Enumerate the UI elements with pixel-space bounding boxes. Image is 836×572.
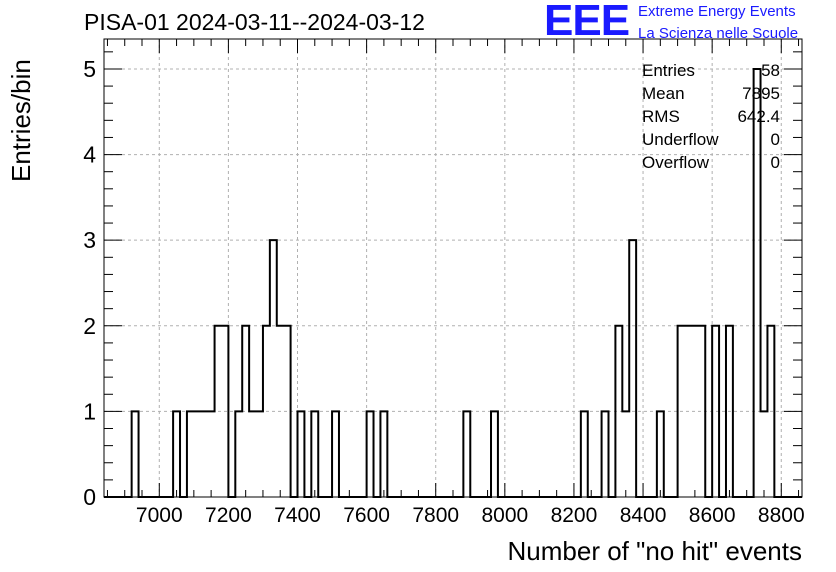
stat-value: 58: [761, 61, 780, 80]
stat-row-rms: RMS 642.4: [642, 105, 780, 128]
stat-row-entries: Entries 58: [642, 59, 780, 82]
stat-label: Overflow: [642, 153, 710, 172]
histogram-bin: [298, 411, 305, 497]
eee-logo: EEE: [544, 0, 630, 45]
histogram-bin: [332, 411, 339, 497]
histogram-bin: [761, 411, 768, 497]
stats-box: Entries 58 Mean 7895 RMS 642.4 Underflow…: [642, 59, 780, 174]
stat-value: 7895: [742, 84, 780, 103]
histogram-bin: [173, 411, 180, 497]
stat-label: Entries: [642, 61, 695, 80]
logo-line-2: La Scienza nelle Scuole: [638, 25, 799, 42]
stat-label: Mean: [642, 84, 685, 103]
histogram-bin: [208, 411, 215, 497]
histogram-bin: [201, 411, 208, 497]
histogram-bin: [311, 411, 318, 497]
stat-label: RMS: [642, 107, 680, 126]
x-tick-label: 7800: [412, 504, 459, 527]
histogram-line: [104, 67, 802, 498]
histogram-bin: [194, 411, 201, 497]
histogram-bin: [270, 240, 277, 497]
x-tick-label: 7200: [205, 504, 252, 527]
histogram-bin: [463, 411, 470, 497]
stat-row-underflow: Underflow 0: [642, 128, 780, 151]
histogram-bin: [622, 411, 629, 497]
x-axis-label: Number of "no hit" events: [507, 536, 803, 566]
chart-title: PISA-01 2024-03-11--2024-03-12: [84, 9, 425, 35]
histogram-bin: [629, 240, 636, 497]
histogram-bin: [581, 411, 588, 497]
x-tick-label: 8000: [481, 504, 528, 527]
histogram-bin: [132, 411, 139, 497]
histogram-bin: [491, 411, 498, 497]
histogram-bin: [380, 411, 387, 497]
histogram-bin: [367, 411, 374, 497]
stat-row-mean: Mean 7895: [642, 82, 780, 105]
histogram-bin: [602, 411, 609, 497]
y-tick-label: 3: [83, 227, 96, 253]
x-tick-label: 8200: [551, 504, 598, 527]
x-tick-label: 8400: [620, 504, 667, 527]
y-tick-label: 5: [83, 56, 96, 82]
y-tick-label: 2: [83, 313, 96, 339]
stat-value: 0: [770, 153, 780, 172]
y-tick-label: 4: [83, 142, 96, 168]
y-axis-label: Entries/bin: [6, 59, 36, 182]
y-tick-label: 1: [83, 398, 96, 424]
logo-line-1: Extreme Energy Events: [638, 3, 796, 20]
y-tick-label: 0: [83, 484, 96, 510]
stat-label: Underflow: [642, 130, 719, 149]
x-tick-label: 7600: [343, 504, 390, 527]
stat-value: 0: [770, 130, 780, 149]
stat-row-overflow: Overflow 0: [642, 151, 780, 174]
histogram-bin: [249, 411, 256, 497]
histogram-bin: [657, 411, 664, 497]
x-tick-label: 7400: [274, 504, 321, 527]
x-tick-label: 8600: [689, 504, 736, 527]
stat-value: 642.4: [737, 107, 780, 126]
x-tick-label: 8800: [758, 504, 805, 527]
histogram-bin: [235, 411, 242, 497]
x-tick-label: 7000: [136, 504, 183, 527]
histogram-bin: [187, 411, 194, 497]
histogram-bin: [256, 411, 263, 497]
